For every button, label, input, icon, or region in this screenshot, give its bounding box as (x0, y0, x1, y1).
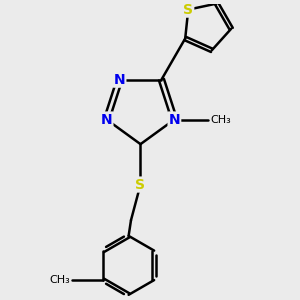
Text: S: S (183, 3, 193, 16)
Text: CH₃: CH₃ (49, 275, 70, 285)
Text: N: N (114, 73, 125, 87)
Text: N: N (169, 112, 180, 127)
Text: CH₃: CH₃ (210, 115, 231, 124)
Text: S: S (136, 178, 146, 191)
Text: N: N (101, 112, 112, 127)
